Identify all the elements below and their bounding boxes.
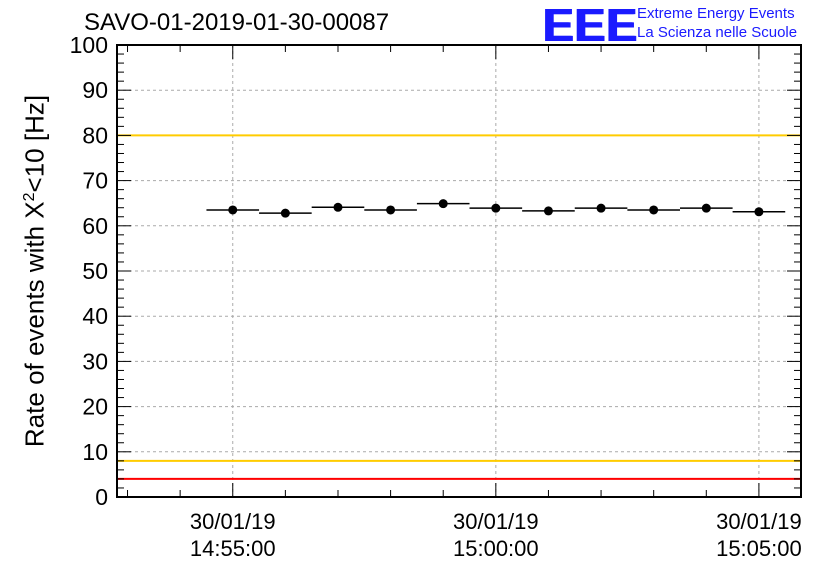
x-tick-time: 15:05:00 — [716, 536, 802, 561]
y-tick-label: 40 — [82, 303, 108, 329]
x-tick-date: 30/01/19 — [189, 509, 276, 534]
data-point — [364, 205, 417, 215]
data-point-marker — [438, 199, 448, 209]
grid-lines — [117, 45, 801, 497]
data-point-marker — [228, 205, 238, 215]
data-point-marker — [386, 205, 396, 215]
data-point — [679, 203, 733, 213]
data-point-marker — [333, 202, 343, 212]
x-tick-label: 30/01/19 15:00:00 — [453, 508, 539, 562]
data-point — [627, 205, 680, 215]
y-tick-labels: 0 10 20 30 40 50 60 70 80 90 100 — [70, 32, 108, 510]
data-series — [206, 199, 786, 218]
y-tick-label: 80 — [82, 122, 108, 148]
x-tick-label: 30/01/19 15:05:00 — [716, 508, 802, 562]
y-tick-label: 0 — [95, 484, 108, 510]
data-point — [259, 208, 312, 218]
data-point — [311, 202, 365, 212]
data-point — [522, 206, 575, 216]
data-point — [574, 203, 628, 213]
data-point — [732, 207, 786, 217]
x-tick-date: 30/01/19 — [716, 509, 802, 534]
x-tick-time: 14:55:00 — [189, 536, 276, 561]
data-point-marker — [754, 207, 764, 217]
data-point — [416, 199, 470, 209]
y-tick-label: 50 — [82, 258, 108, 284]
x-tick-time: 15:00:00 — [453, 536, 539, 561]
y-tick-label: 100 — [70, 32, 108, 58]
data-point-marker — [596, 203, 606, 213]
logo-line-1: Extreme Energy Events — [637, 5, 795, 22]
data-point-marker — [491, 203, 501, 213]
data-point-marker — [649, 205, 659, 215]
y-tick-label: 60 — [82, 213, 108, 239]
x-tick-date: 30/01/19 — [453, 509, 539, 534]
logo-line-2: La Scienza nelle Scuole — [637, 24, 798, 41]
y-tick-label: 10 — [82, 439, 108, 465]
data-point — [206, 205, 260, 215]
x-tick-label: 30/01/19 14:55:00 — [190, 508, 276, 562]
chart-title: SAVO-01-2019-01-30-00087 — [84, 9, 390, 36]
eee-logo: EEE — [543, 0, 639, 51]
y-tick-label: 90 — [82, 77, 108, 103]
data-point-marker — [701, 203, 711, 213]
y-tick-label: 30 — [82, 348, 108, 374]
y-tick-label: 70 — [82, 168, 108, 194]
reference-lines — [117, 44, 801, 480]
data-point-marker — [543, 206, 553, 216]
data-point-marker — [280, 208, 290, 218]
data-point — [469, 203, 523, 213]
plot-frame — [116, 44, 802, 498]
logo-caption: Extreme Energy Events La Scienza nelle S… — [637, 4, 797, 42]
y-tick-label: 20 — [82, 394, 108, 420]
